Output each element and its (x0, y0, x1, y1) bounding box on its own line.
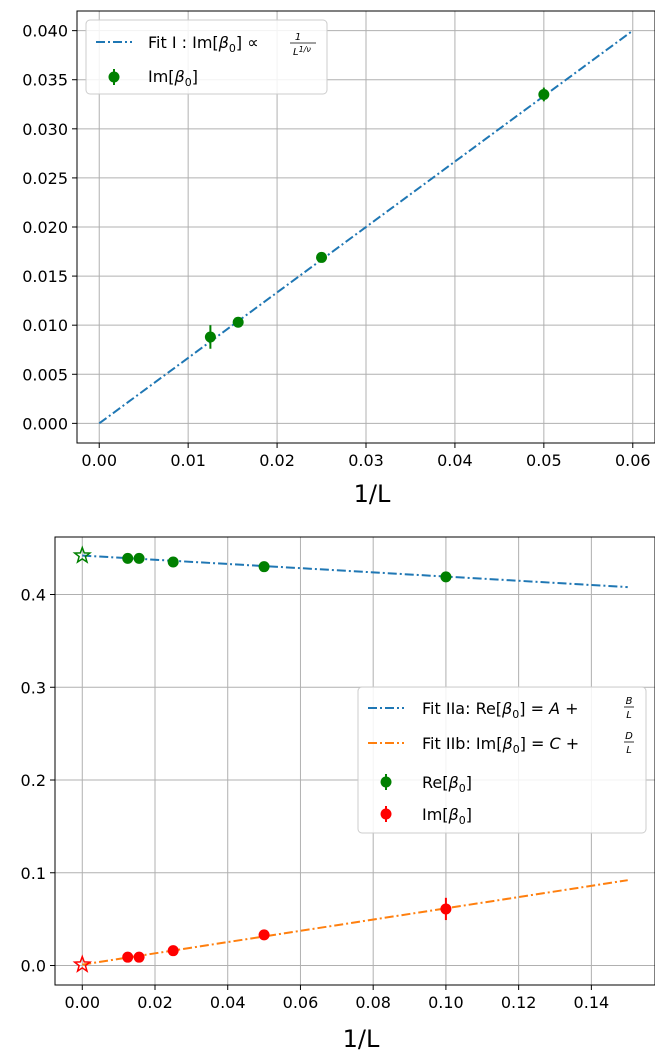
top-ytick-label: 0.020 (22, 218, 68, 237)
bottom-xtick-label: 0.14 (574, 993, 610, 1012)
bottom-xtick-label: 0.02 (137, 993, 173, 1012)
bottom-legend-fit-b-label: Fit IIb: Im[β0] = C + (422, 734, 579, 756)
bottom-ytick-label: 0.1 (21, 864, 46, 883)
top-xtick-label: 0.03 (348, 451, 384, 470)
bottom-xtick-label: 0.00 (64, 993, 100, 1012)
bottom-x-axis-label: 1/L (343, 1025, 380, 1051)
top-legend-frac-num: 1 (295, 32, 301, 43)
top-ytick-label: 0.015 (22, 267, 68, 286)
bottom-legend: Fit IIa: Re[β0] = A + B L Fit IIb: Im[β0… (357, 686, 647, 834)
top-ytick-label: 0.030 (22, 120, 68, 139)
bottom-legend-re-label: Re[β0] (422, 773, 472, 795)
bottom-fit-line-1 (82, 879, 628, 966)
bottom-legend-re-marker (380, 776, 392, 788)
bottom-xtick-label: 0.04 (210, 993, 246, 1012)
bottom-data-point-3 (167, 945, 179, 957)
bottom-ytick-label: 0.3 (21, 678, 46, 697)
bottom-ytick-label: 0.4 (21, 586, 46, 605)
top-legend-box (85, 19, 328, 95)
bottom-legend-box (357, 686, 647, 834)
top-ytick-label: 0.025 (22, 169, 68, 188)
top-legend-fit-label: Fit I : Im[β0] ∝ (148, 33, 259, 55)
top-xtick-label: 0.04 (437, 451, 473, 470)
top-xtick-label: 0.01 (170, 451, 206, 470)
top-xtick-label: 0.06 (615, 451, 651, 470)
top-legend-frac-den: L1/ν (293, 45, 311, 58)
top-data-point-1 (204, 331, 216, 343)
bottom-data-point-3 (122, 951, 134, 963)
bottom-legend-fit-a-num: B (626, 696, 633, 707)
bottom-ytick-label: 0.2 (21, 771, 46, 790)
bottom-xtick-label: 0.12 (501, 993, 537, 1012)
bottom-fit-line-0 (82, 554, 628, 589)
top-data-point-1 (232, 316, 244, 328)
bottom-legend-im-marker (380, 808, 392, 820)
top-series (98, 29, 634, 425)
bottom-star-marker (72, 545, 92, 564)
bottom-data-point-3 (258, 929, 270, 941)
bottom-star-marker (72, 954, 92, 973)
top-ytick-label: 0.040 (22, 22, 68, 41)
bottom-data-point-2 (133, 552, 145, 564)
top-xtick-label: 0.00 (81, 451, 117, 470)
bottom-xtick-label: 0.06 (283, 993, 319, 1012)
bottom-data-point-3 (440, 903, 452, 915)
top-xtick-label: 0.02 (259, 451, 295, 470)
top-ytick-label: 0.035 (22, 71, 68, 90)
bottom-data-point-2 (258, 561, 270, 573)
top-chart: 0.00 0.01 0.02 0.03 0.04 0.05 0.06 0.000 0.005 0.… (22, 10, 655, 508)
top-x-axis-label: 1/L (354, 480, 391, 508)
bottom-legend-fit-b-den: L (626, 745, 632, 756)
bottom-axes-frame (54, 536, 655, 986)
top-legend: Fit I : Im[β0] ∝ 1 L1/ν Im[β0] (85, 19, 328, 95)
bottom-ytick-label: 0.0 (21, 957, 46, 976)
bottom-chart: 0.00 0.02 0.04 0.06 0.08 0.10 0.12 0.14 0.0 0.1 0.… (21, 536, 655, 1051)
top-ytick-label: 0.010 (22, 316, 68, 335)
bottom-ticks: 0.00 0.02 0.04 0.06 0.08 0.10 0.12 0.14 0.0 0.1 0.… (21, 586, 610, 1012)
top-legend-data-label: Im[β0] (148, 67, 198, 89)
top-xtick-label: 0.05 (526, 451, 562, 470)
bottom-data-point-2 (122, 552, 134, 564)
bottom-xtick-label: 0.10 (428, 993, 464, 1012)
bottom-data-point-3 (133, 951, 145, 963)
bottom-legend-fit-a-label: Fit IIa: Re[β0] = A + (422, 699, 579, 721)
top-ytick-label: 0.000 (22, 414, 68, 433)
top-ytick-label: 0.005 (22, 365, 68, 384)
top-ticks: 0.00 0.01 0.02 0.03 0.04 0.05 0.06 0.000 0.005 0.… (22, 22, 650, 470)
bottom-legend-fit-b-num: D (625, 731, 633, 742)
top-legend-data-marker (108, 71, 120, 83)
bottom-data-point-2 (167, 556, 179, 568)
top-grid (77, 11, 655, 443)
top-data-point-1 (538, 88, 550, 100)
bottom-xtick-label: 0.08 (355, 993, 391, 1012)
bottom-legend-fit-a-den: L (626, 710, 632, 721)
bottom-legend-im-label: Im[β0] (422, 805, 472, 827)
bottom-series (72, 545, 628, 973)
top-data-point-1 (316, 251, 328, 263)
bottom-data-point-2 (440, 571, 452, 583)
